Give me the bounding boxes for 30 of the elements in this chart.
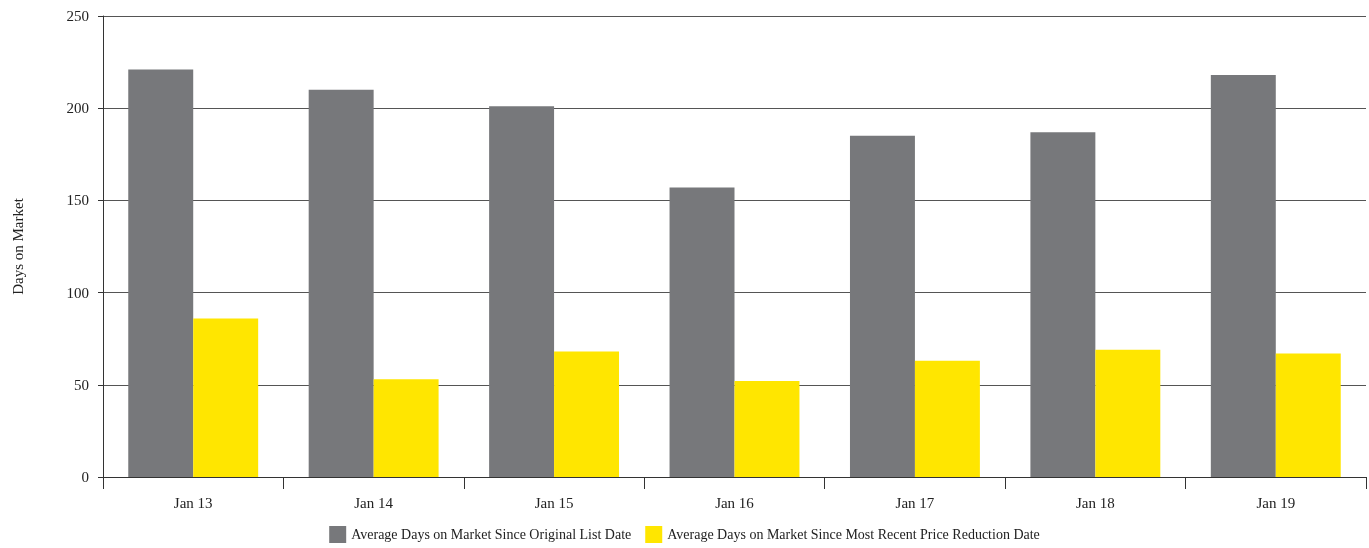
x-tick-label: Jan 15 bbox=[534, 494, 574, 511]
legend-label: Average Days on Market Since Most Recent Price Reduction Date bbox=[667, 527, 1040, 542]
x-tick-label: Jan 17 bbox=[895, 494, 935, 511]
bar bbox=[373, 379, 439, 477]
y-tick-label: 0 bbox=[81, 469, 89, 485]
y-tick-label: 250 bbox=[66, 8, 89, 24]
bar bbox=[128, 69, 194, 477]
bar bbox=[849, 135, 915, 477]
legend-label: Average Days on Market Since Original List Date bbox=[351, 527, 632, 542]
bar bbox=[914, 360, 980, 477]
x-tick-label: Jan 18 bbox=[1075, 494, 1115, 511]
bar bbox=[1030, 132, 1096, 477]
bar bbox=[1275, 353, 1341, 477]
bar bbox=[1210, 75, 1276, 477]
bar bbox=[554, 351, 620, 477]
x-tick-label: Jan 13 bbox=[173, 494, 213, 511]
bar bbox=[734, 381, 800, 477]
bar bbox=[193, 318, 259, 477]
y-tick-label: 150 bbox=[66, 192, 89, 209]
bar bbox=[489, 106, 555, 477]
y-tick-label: 50 bbox=[74, 376, 89, 393]
y-tick-label: 200 bbox=[66, 100, 89, 117]
y-tick-label: 100 bbox=[66, 284, 89, 301]
x-tick-label: Jan 19 bbox=[1256, 494, 1296, 511]
bar bbox=[308, 89, 374, 477]
bar bbox=[1095, 349, 1161, 477]
x-tick-label: Jan 14 bbox=[354, 494, 394, 511]
bar bbox=[669, 187, 735, 477]
y-axis-title: Days on Market bbox=[9, 197, 26, 295]
x-tick-label: Jan 16 bbox=[715, 494, 755, 511]
